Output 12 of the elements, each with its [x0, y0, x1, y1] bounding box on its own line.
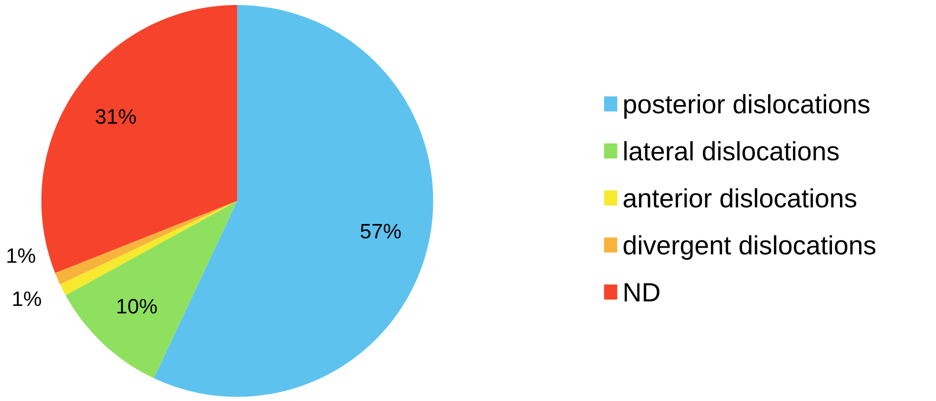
pie-slice: [66, 200, 238, 378]
legend-label: anterior dislocations: [624, 188, 856, 208]
legend-label: ND: [624, 283, 660, 302]
data-label: 1%: [13, 291, 42, 306]
pie-slice: [41, 4, 238, 274]
data-label: 1%: [7, 248, 36, 263]
data-label: 57%: [360, 224, 401, 239]
data-label: 31%: [96, 109, 136, 124]
legend-label: posterior dislocations: [624, 94, 870, 119]
data-label: 10%: [117, 298, 157, 314]
legend-label: divergent dislocations: [624, 235, 876, 260]
legend-label: lateral dislocations: [624, 141, 839, 161]
